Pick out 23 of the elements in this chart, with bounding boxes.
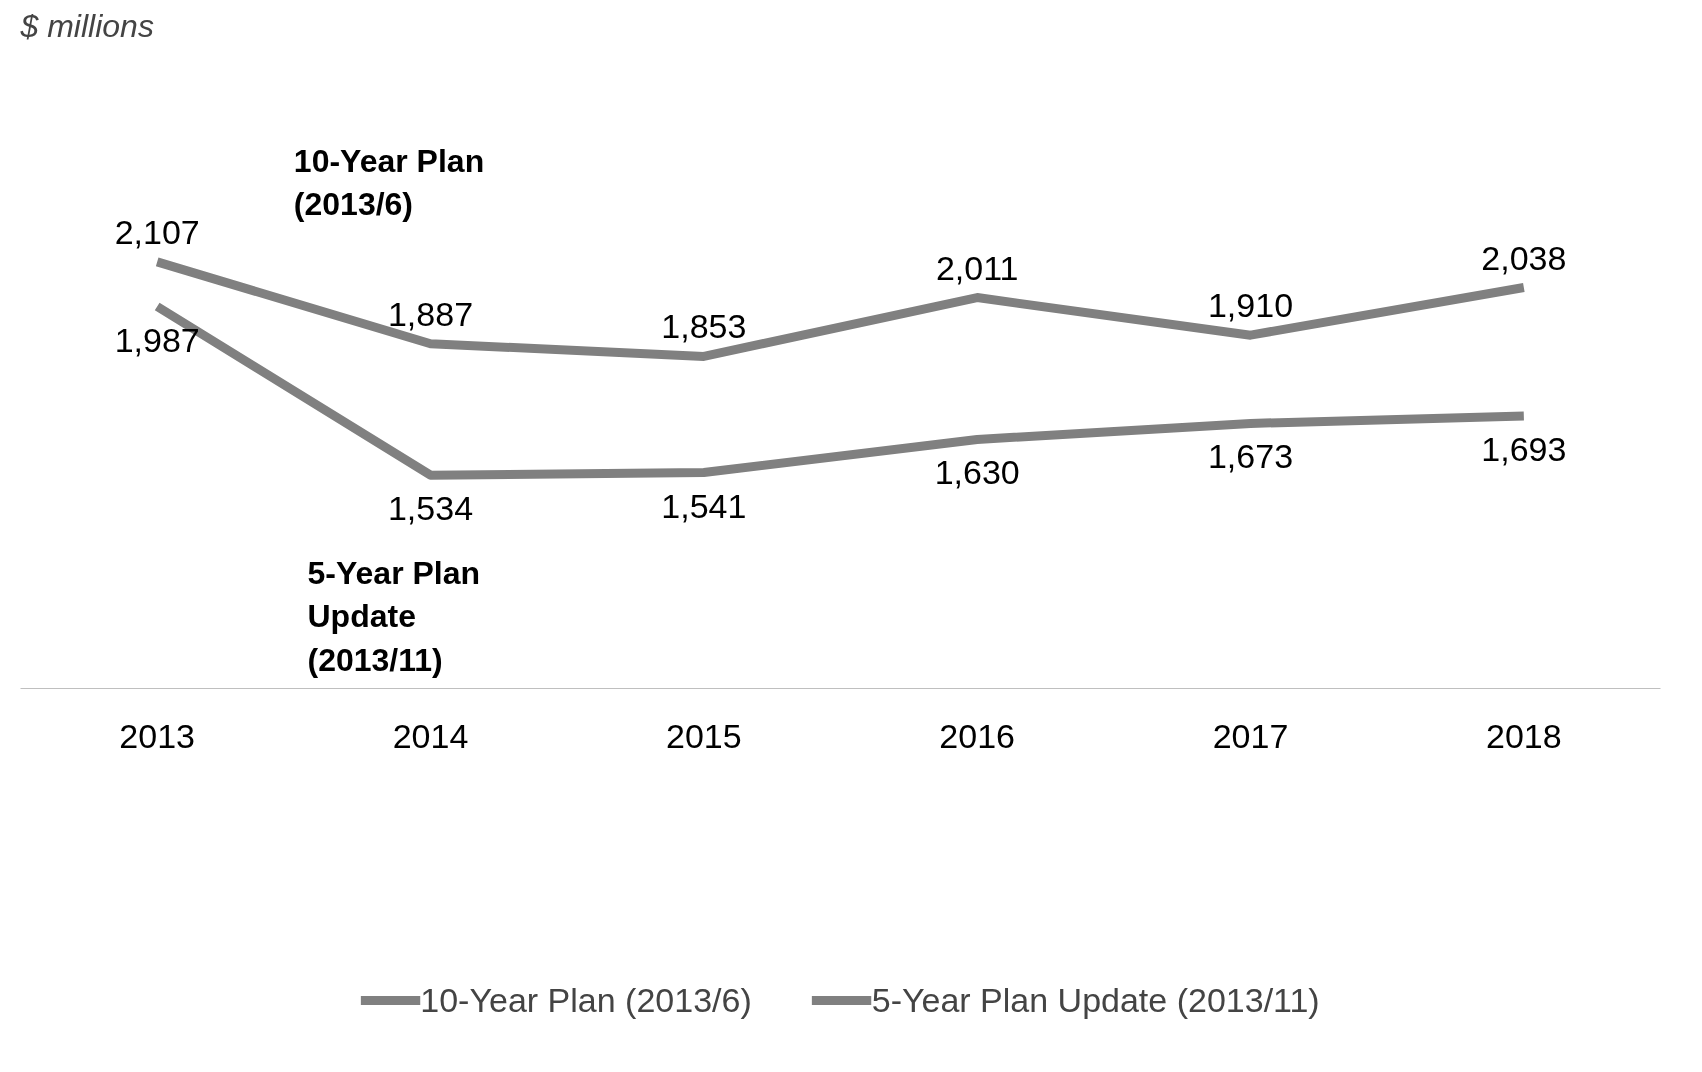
data-label: 2,038 [1481,238,1567,277]
data-label: 1,987 [114,320,200,359]
data-label: 1,887 [387,294,474,333]
text: 10-Year Plan (2013/6) [293,142,485,222]
legend-label: 10-Year Plan (2013/6) [420,980,752,1020]
text: 5-Year Plan Update (2013/11) [307,555,481,678]
data-label: 1,534 [387,489,474,528]
x-tick-label: 2018 [1486,716,1562,755]
data-label: 1,673 [1207,437,1294,476]
data-label: 2,011 [935,248,1019,287]
x-tick-label: 2015 [666,716,742,755]
text: $ millions [19,7,154,44]
x-tick-label: 2014 [392,716,469,755]
legend-label: 5-Year Plan Update (2013/11) [871,980,1320,1020]
x-tick-label: 2016 [939,716,1015,755]
data-label: 1,630 [934,453,1020,492]
data-label: 1,910 [1207,286,1294,325]
data-label: 1,693 [1481,429,1567,468]
data-label: 1,541 [661,486,747,525]
x-tick-label: 2013 [119,716,195,755]
data-label: 1,853 [661,307,747,346]
data-label: 2,107 [114,212,200,251]
x-tick-label: 2017 [1212,716,1289,755]
